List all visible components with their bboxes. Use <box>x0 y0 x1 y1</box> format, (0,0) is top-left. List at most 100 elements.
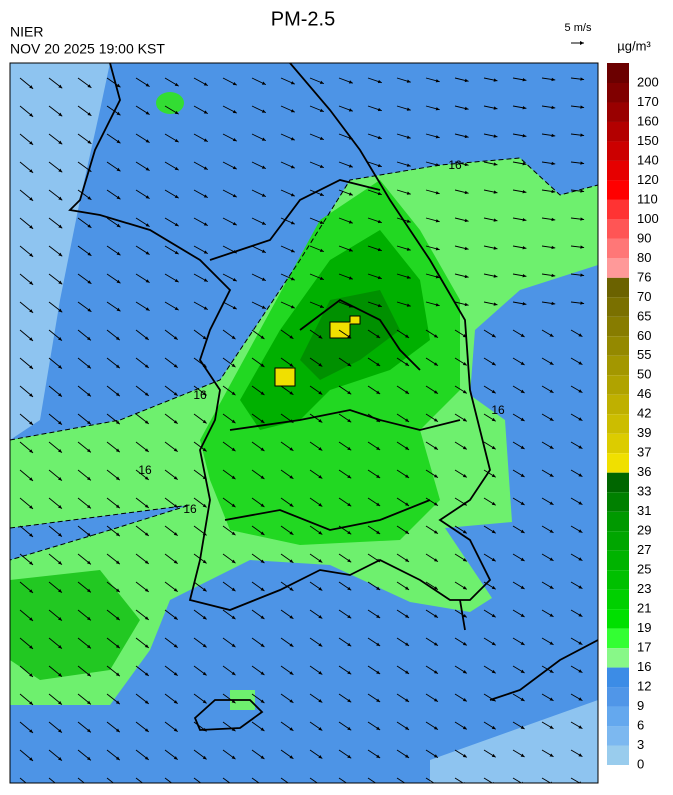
wind-arrowhead <box>87 196 92 200</box>
wind-arrowhead <box>578 361 583 365</box>
wind-arrow <box>77 777 85 783</box>
wind-arrowhead <box>289 699 294 703</box>
wind-arrowhead <box>348 220 353 224</box>
wind-arrowhead <box>377 107 382 112</box>
wind-arrowhead <box>58 140 63 145</box>
wind-arrowhead <box>174 278 179 283</box>
wind-arrowhead <box>231 419 236 424</box>
wind-arrowhead <box>29 113 34 117</box>
colorbar-swatch <box>607 121 629 142</box>
colorbar-swatch <box>607 492 629 512</box>
wind-arrowhead <box>376 530 381 535</box>
wind-arrowhead <box>145 279 150 283</box>
wind-arrowhead <box>231 699 236 704</box>
wind-arrowhead <box>578 669 583 673</box>
wind-arrowhead <box>144 616 149 620</box>
colorbar-label: 100 <box>637 211 659 226</box>
wind-arrowhead <box>493 218 498 222</box>
wind-arrow <box>483 777 494 783</box>
wind-arrowhead <box>319 164 324 168</box>
wind-arrowhead <box>58 392 62 397</box>
wind-arrowhead <box>464 274 469 279</box>
wind-arrowhead <box>551 105 556 110</box>
wind-arrowhead <box>231 475 236 480</box>
wind-arrowhead <box>87 112 92 116</box>
wind-arrowhead <box>347 418 352 423</box>
wind-arrowhead <box>318 727 323 731</box>
wind-arrowhead <box>462 334 467 338</box>
wind-arrowhead <box>87 616 91 621</box>
wind-arrowhead <box>405 334 410 338</box>
wind-arrowhead <box>493 246 498 250</box>
wind-arrowhead <box>58 168 63 173</box>
wind-arrowhead <box>405 474 410 478</box>
wind-arrowhead <box>260 643 265 647</box>
wind-arrowhead <box>491 669 496 674</box>
wind-arrowhead <box>289 475 294 479</box>
wind-arrowhead <box>290 249 295 253</box>
wind-arrowhead <box>578 473 583 477</box>
wind-arrowhead <box>290 305 295 309</box>
wind-arrowhead <box>348 108 353 112</box>
wind-arrowhead <box>232 193 237 198</box>
wind-arrowhead <box>29 169 34 173</box>
field-green <box>10 570 140 680</box>
colorbar-swatch <box>607 258 629 278</box>
wind-arrowhead <box>520 501 525 505</box>
wind-arrowhead <box>551 133 556 138</box>
colorbar-swatch <box>607 589 629 610</box>
colorbar-swatch <box>607 316 629 337</box>
wind-arrowhead <box>435 247 440 251</box>
wind-arrowhead <box>377 135 382 140</box>
wind-arrowhead <box>87 140 92 144</box>
wind-arrowhead <box>87 224 92 228</box>
wind-arrowhead <box>231 643 236 648</box>
wind-arrowhead <box>376 698 381 703</box>
wind-arrowhead <box>116 251 121 256</box>
wind-arrow <box>338 777 348 783</box>
wind-arrowhead <box>173 336 178 340</box>
wind-arrowhead <box>29 477 34 481</box>
wind-arrowhead <box>173 504 178 508</box>
wind-arrowhead <box>232 165 237 170</box>
wind-arrowhead <box>319 136 324 140</box>
colorbar-label: 17 <box>637 640 651 655</box>
wind-arrowhead <box>290 109 295 113</box>
wind-arrowhead <box>87 420 91 425</box>
wind-arrowhead <box>289 503 294 507</box>
wind-arrowhead <box>87 700 91 705</box>
wind-arrowhead <box>520 473 525 477</box>
wind-arrowhead <box>29 421 34 425</box>
wind-arrowhead <box>406 79 411 83</box>
wind-arrow <box>541 777 552 783</box>
wind-arrowhead <box>406 163 411 167</box>
wind-arrow <box>309 777 319 783</box>
wind-arrowhead <box>115 504 120 509</box>
wind-arrowhead <box>520 389 525 393</box>
wind-arrowhead <box>347 334 352 339</box>
wind-arrowhead <box>290 277 295 281</box>
wind-arrow <box>570 777 581 783</box>
colorbar-label: 70 <box>637 289 651 304</box>
wind-arrowhead <box>261 249 266 253</box>
wind-arrowhead <box>261 305 266 309</box>
colorbar-label: 140 <box>637 152 659 167</box>
colorbar-label: 50 <box>637 367 651 382</box>
wind-arrowhead <box>87 280 92 284</box>
wind-arrowhead <box>493 106 498 110</box>
wind-arrowhead <box>433 334 438 338</box>
wind-arrowhead <box>376 446 381 451</box>
wind-arrowhead <box>260 559 265 563</box>
wind-arrowhead <box>347 642 352 647</box>
wind-arrowhead <box>289 391 294 395</box>
wind-arrowhead <box>433 446 438 450</box>
wind-arrowhead <box>405 586 410 590</box>
wind-arrowhead <box>115 756 120 761</box>
wind-arrows <box>19 77 585 786</box>
hotspot <box>274 367 296 387</box>
wind-arrowhead <box>318 475 323 479</box>
wind-arrowhead <box>549 585 554 589</box>
coastline <box>68 63 598 731</box>
wind-arrowhead <box>261 783 265 786</box>
wind-arrowhead <box>231 503 236 508</box>
